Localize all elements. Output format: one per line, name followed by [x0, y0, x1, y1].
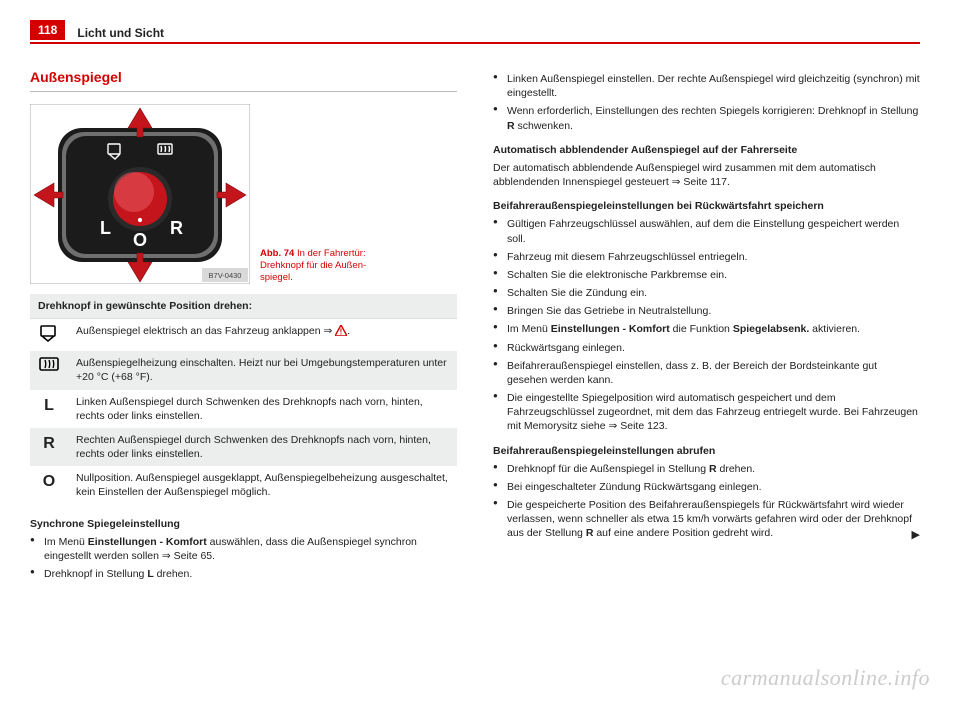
- list-item: Schalten Sie die elektronische Parkbrems…: [493, 268, 920, 282]
- recall-list: Drehknopf für die Außenspiegel in Stellu…: [493, 462, 920, 541]
- page-number: 118: [30, 20, 65, 40]
- table-row: R Rechten Außenspiegel durch Schwenken d…: [30, 428, 457, 466]
- letter-l-icon: L: [44, 397, 54, 414]
- save-heading: Beifahreraußenspiegeleinstellungen bei R…: [493, 199, 920, 213]
- sync-heading: Synchrone Spiegeleinstellung: [30, 517, 457, 531]
- recall-heading: Beifahreraußenspiegeleinstellungen abruf…: [493, 444, 920, 458]
- mirror-knob-figure: L O R B7V-0430: [30, 104, 250, 284]
- auto-dim-heading: Automatisch abblendender Außenspiegel au…: [493, 143, 920, 157]
- list-item: Bringen Sie das Getriebe in Neutralstell…: [493, 304, 920, 318]
- list-item: Linken Außenspiegel einstellen. Der rech…: [493, 72, 920, 100]
- list-item: Schalten Sie die Zündung ein.: [493, 286, 920, 300]
- table-row: Außenspiegelheizung einschalten. Heizt n…: [30, 351, 457, 389]
- save-list: Gültigen Fahrzeugschlüssel auswählen, au…: [493, 217, 920, 433]
- figure-row: L O R B7V-0430 Abb. 74 In: [30, 104, 457, 284]
- list-item: Die eingestellte Spiegelposition wird au…: [493, 391, 920, 434]
- content-columns: Außenspiegel: [30, 68, 920, 585]
- letter-o-icon: O: [43, 473, 55, 490]
- svg-text:R: R: [170, 218, 183, 238]
- table-cell: Nullposition. Außenspiegel ausgeklappt, …: [68, 466, 457, 504]
- right-column: Linken Außenspiegel einstellen. Der rech…: [493, 68, 920, 585]
- section-title: Außenspiegel: [30, 68, 457, 92]
- top-list: Linken Außenspiegel einstellen. Der rech…: [493, 72, 920, 133]
- warning-icon: !: [335, 325, 347, 336]
- list-item: Wenn erforderlich, Einstellungen des rec…: [493, 104, 920, 132]
- svg-text:O: O: [133, 230, 147, 250]
- table-cell: Außenspiegelheizung einschalten. Heizt n…: [68, 351, 457, 389]
- svg-text:L: L: [100, 218, 111, 238]
- continue-icon: ▶: [912, 528, 920, 543]
- list-item: Die gespeicherte Position des Beifahrera…: [493, 498, 920, 541]
- list-item: Rückwärtsgang einlegen.: [493, 341, 920, 355]
- sync-list: Im Menü Einstellungen - Komfort auswähle…: [30, 535, 457, 582]
- left-column: Außenspiegel: [30, 68, 457, 585]
- knob-positions-table: Drehknopf in gewünschte Position drehen:…: [30, 294, 457, 505]
- list-item: Drehknopf für die Außenspiegel in Stellu…: [493, 462, 920, 476]
- table-row: O Nullposition. Außenspiegel ausgeklappt…: [30, 466, 457, 504]
- table-cell: Linken Außenspiegel durch Schwenken des …: [68, 390, 457, 428]
- figure-caption-label: Abb. 74: [260, 248, 294, 259]
- list-item: Im Menü Einstellungen - Komfort auswähle…: [30, 535, 457, 563]
- list-item: Gültigen Fahrzeugschlüssel auswählen, au…: [493, 217, 920, 245]
- list-item: Im Menü Einstellungen - Komfort die Funk…: [493, 322, 920, 336]
- list-item: Fahrzeug mit diesem Fahrzeugschlüssel en…: [493, 250, 920, 264]
- table-header: Drehknopf in gewünschte Position drehen:: [30, 294, 457, 319]
- list-item: Drehknopf in Stellung L drehen.: [30, 567, 457, 581]
- list-item: Bei eingeschalteter Zündung Rückwärtsgan…: [493, 480, 920, 494]
- letter-r-icon: R: [43, 435, 55, 452]
- svg-text:!: !: [340, 328, 343, 337]
- table-row: Außenspiegel elektrisch an das Fahrzeug …: [30, 319, 457, 352]
- figure-code: B7V-0430: [209, 271, 242, 280]
- table-row: L Linken Außenspiegel durch Schwenken de…: [30, 390, 457, 428]
- heat-icon: [38, 356, 60, 372]
- auto-dim-text: Der automatisch abblendende Außenspiegel…: [493, 161, 920, 189]
- watermark: carmanualsonline.info: [721, 665, 930, 691]
- fold-icon: [38, 324, 60, 342]
- table-cell: Rechten Außenspiegel durch Schwenken des…: [68, 428, 457, 466]
- page-header: 118 Licht und Sicht: [30, 20, 920, 44]
- list-item: Beifahreraußenspiegel einstellen, dass z…: [493, 359, 920, 387]
- manual-page: 118 Licht und Sicht Außenspiegel: [0, 0, 960, 701]
- figure-caption: Abb. 74 In der Fahrertür: Drehknopf für …: [260, 248, 390, 284]
- chapter-title: Licht und Sicht: [77, 26, 164, 40]
- table-cell: Außenspiegel elektrisch an das Fahrzeug …: [68, 319, 457, 352]
